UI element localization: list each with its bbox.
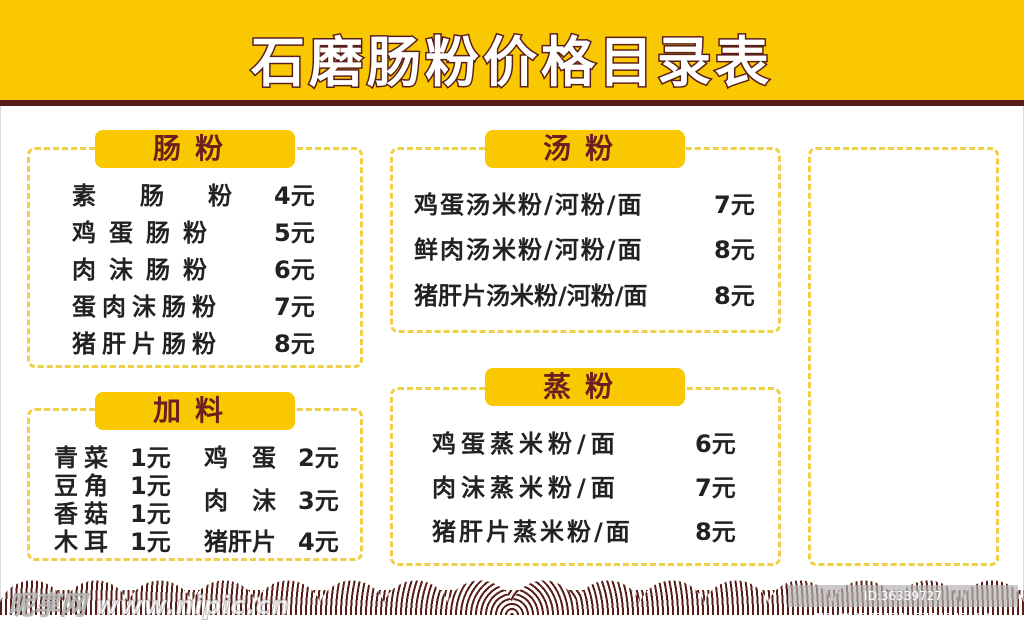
addon-name: 鸡 蛋 bbox=[204, 444, 276, 472]
watermark-id: ID:36339727 NO:20230717145714947103 bbox=[788, 585, 1018, 625]
addon-name: 木耳 bbox=[54, 528, 114, 556]
menu-item-name: 鸡蛋汤米粉/河粉/面 bbox=[414, 191, 644, 219]
header-banner bbox=[0, 0, 1024, 100]
watermark-site: 昵享网 www.nipic.cn bbox=[7, 591, 290, 622]
menu-item-price: 8元 bbox=[714, 282, 755, 310]
tangfen-label: 汤粉 bbox=[485, 130, 685, 168]
menu-item-name: 猪肝片肠粉 bbox=[72, 330, 222, 358]
menu-item-price: 8元 bbox=[714, 236, 755, 264]
addon-price: 4元 bbox=[298, 528, 339, 556]
addon-price: 1元 bbox=[130, 472, 171, 500]
menu-item-name: 鲜肉汤米粉/河粉/面 bbox=[414, 236, 644, 264]
addon-price: 1元 bbox=[130, 528, 171, 556]
addon-price: 2元 bbox=[298, 444, 339, 472]
menu-item-price: 6元 bbox=[274, 256, 315, 284]
menu-item-price: 7元 bbox=[714, 191, 755, 219]
zhengfen-label: 蒸粉 bbox=[485, 368, 685, 406]
menu-item-price: 8元 bbox=[274, 330, 315, 358]
header-divider bbox=[0, 100, 1024, 106]
menu-item-name: 素 肠 粉 bbox=[72, 182, 242, 210]
addon-price: 1元 bbox=[130, 500, 171, 528]
menu-item-price: 4元 bbox=[274, 182, 315, 210]
menu-item-name: 鸡蛋肠粉 bbox=[72, 219, 220, 247]
menu-item-name: 肉沫蒸米粉/面 bbox=[432, 474, 620, 502]
menu-item-price: 8元 bbox=[695, 518, 736, 546]
empty-box bbox=[808, 147, 999, 566]
addon-price: 3元 bbox=[298, 487, 339, 515]
menu-item-price: 7元 bbox=[274, 293, 315, 321]
addon-price: 1元 bbox=[130, 444, 171, 472]
addon-name: 猪肝片 bbox=[204, 528, 276, 556]
menu-item-price: 7元 bbox=[695, 474, 736, 502]
menu-item-price: 6元 bbox=[695, 430, 736, 458]
addon-name: 肉 沫 bbox=[204, 487, 276, 515]
page-title: 石磨肠粉价格目录表 bbox=[250, 30, 773, 96]
addon-name: 青菜 bbox=[54, 444, 114, 472]
menu-item-name: 鸡蛋蒸米粉/面 bbox=[432, 430, 620, 458]
menu-item-name: 猪肝片汤米粉/河粉/面 bbox=[414, 282, 648, 310]
addon-name: 香菇 bbox=[54, 500, 114, 528]
menu-item-name: 猪肝片蒸米粉/面 bbox=[432, 518, 633, 546]
menu-item-price: 5元 bbox=[274, 219, 315, 247]
menu-item-name: 肉沫肠粉 bbox=[72, 256, 220, 284]
changfen-label: 肠粉 bbox=[95, 130, 295, 168]
menu-item-name: 蛋肉沫肠粉 bbox=[72, 293, 222, 321]
addon-name: 豆角 bbox=[54, 472, 114, 500]
jialiao-label: 加料 bbox=[95, 392, 295, 430]
